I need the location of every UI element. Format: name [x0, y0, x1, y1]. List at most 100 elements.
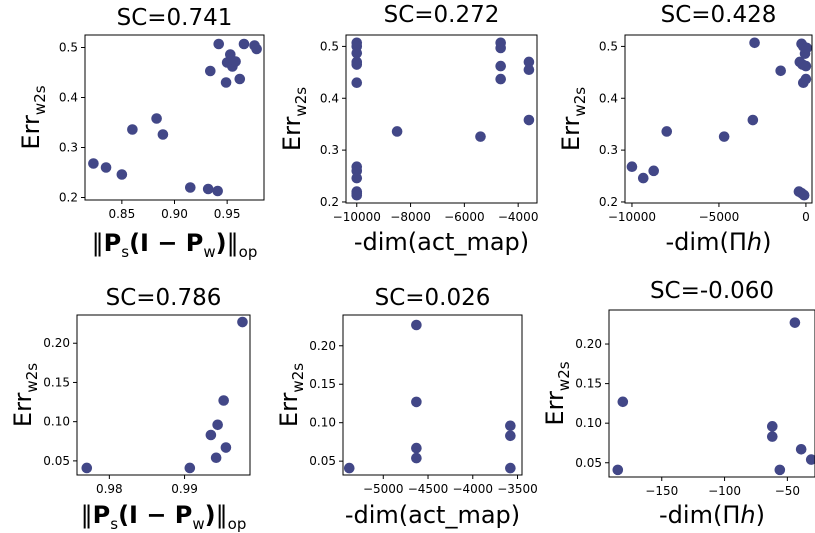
scatter-point [238, 38, 250, 50]
y-tick-label: 0.3 [59, 141, 78, 155]
x-tick-label: 0.95 [214, 207, 241, 221]
scatter-point [617, 396, 629, 408]
x-axis-label-matrix: (I − P [118, 501, 192, 529]
scatter-point [789, 317, 801, 328]
scatter-point [523, 56, 535, 68]
scatter-point [775, 65, 786, 77]
scatter-point [505, 420, 516, 432]
subplot-5: SC=0.026 −5000 −4500 −4000 −3500 0.05 0.10 0.15… [275, 285, 538, 529]
scatter-point [343, 462, 355, 474]
scatter-point [157, 129, 169, 140]
x-axis-label: -dim(act_map) [345, 501, 520, 529]
x-axis-label-text: -dim(Π [659, 501, 740, 529]
subplot-title: SC=-0.060 [650, 278, 774, 304]
x-axis-label-paren: ) [216, 229, 227, 257]
y-tick-label: 0.2 [59, 191, 78, 205]
y-tick-label: 0.20 [575, 337, 602, 351]
y-axis-label-subscript: w2s [292, 87, 310, 117]
y-tick-label: 0.2 [599, 195, 618, 209]
scatter-point [351, 59, 363, 70]
axes-frame [342, 314, 523, 476]
scatter-point [351, 165, 363, 177]
x-axis-label-matrix: P [93, 501, 111, 529]
scatter-points [612, 317, 815, 476]
x-axis-label-norm-open: ‖ [81, 501, 93, 529]
scatter-point [411, 396, 422, 408]
y-tick-label: 0.4 [320, 91, 339, 105]
y-tick-label: 0.05 [43, 454, 70, 468]
scatter-point [523, 114, 535, 126]
y-tick-label: 0.15 [309, 377, 336, 391]
y-axis-label-text: Err [9, 392, 37, 427]
scatter-point [798, 189, 810, 201]
x-axis-label-norm-close: ‖ [227, 229, 239, 257]
x-axis-label-subscript: w [192, 515, 204, 533]
y-tick-label: 0.20 [309, 339, 336, 353]
y-axis-label-text: Err [278, 116, 306, 151]
scatter-point [127, 124, 138, 135]
x-axis-label-matrix: (I − P [129, 229, 203, 257]
x-axis-label-text: ) [762, 228, 771, 256]
x-tick-label: −5000 [699, 210, 740, 224]
scatter-point [234, 73, 246, 85]
scatter-points [81, 316, 248, 474]
y-tick-label: 0.15 [43, 375, 70, 389]
x-axis-label: ‖Ps(I − Pw)‖op [81, 501, 247, 533]
scatter-point [661, 126, 673, 137]
y-axis-label: Errw2s [9, 363, 41, 427]
scatter-points [351, 37, 535, 201]
scatter-point [391, 126, 403, 137]
subplot-title: SC=0.428 [661, 2, 777, 28]
x-tick-label: −8000 [390, 210, 431, 224]
subplot-title: SC=0.272 [384, 2, 500, 28]
y-axis-label-text: Err [557, 116, 585, 151]
y-axis-label-text: Err [541, 391, 569, 426]
scatter-point [351, 172, 363, 184]
scatter-point [795, 443, 807, 455]
scatter-point [205, 65, 216, 77]
x-axis-label-norm-open: ‖ [92, 229, 104, 257]
y-tick-label: 0.15 [575, 377, 602, 391]
x-axis-label-text: -dim(act_map) [354, 228, 529, 256]
x-tick-label: −3500 [497, 482, 538, 496]
x-tick-label: −4000 [498, 210, 539, 224]
scatter-point [766, 421, 778, 432]
x-axis-label-subscript: op [239, 243, 258, 261]
y-tick-label: 0.4 [59, 91, 78, 105]
x-axis-label-paren: ) [205, 501, 216, 529]
scatter-point [210, 452, 222, 464]
y-tick-label: 0.05 [575, 456, 602, 470]
scatter-point [495, 73, 506, 85]
scatter-point [184, 462, 196, 474]
scatter-point [230, 56, 241, 67]
axes-frame [345, 34, 538, 204]
x-tick-label: −100 [708, 484, 741, 498]
scatter-point [774, 464, 786, 476]
y-axis-label-subscript: w2s [31, 85, 49, 115]
scatter-point [800, 73, 812, 85]
y-axis-label-subscript: w2s [289, 363, 307, 393]
scatter-point [523, 64, 535, 76]
y-tick-label: 0.2 [320, 195, 339, 209]
scatter-point [218, 395, 229, 406]
x-axis-label-text: -dim(Π [666, 228, 747, 256]
axes-frame [608, 309, 815, 478]
x-axis-label-norm-close: ‖ [216, 501, 228, 529]
scatter-point [116, 169, 128, 180]
y-axis-label: Errw2s [275, 363, 307, 427]
y-axis-label-subscript: w2s [23, 363, 41, 393]
scatter-point [749, 37, 760, 49]
y-axis-label: Errw2s [541, 361, 573, 425]
x-axis-label-subscript: s [121, 243, 129, 261]
y-tick-label: 0.05 [309, 454, 336, 468]
x-tick-label: 0 [802, 210, 810, 224]
scatter-point [184, 182, 196, 193]
scatter-point [100, 162, 112, 173]
x-axis-label-matrix: P [104, 229, 122, 257]
scatter-point [212, 419, 223, 431]
x-tick-label: −5000 [363, 482, 404, 496]
subplot-3: SC=0.428 −10000 −5000 0 0.2 0.3 0.4 0.5 -dim(Πh)… [557, 2, 813, 256]
x-tick-label: 0.85 [108, 207, 135, 221]
